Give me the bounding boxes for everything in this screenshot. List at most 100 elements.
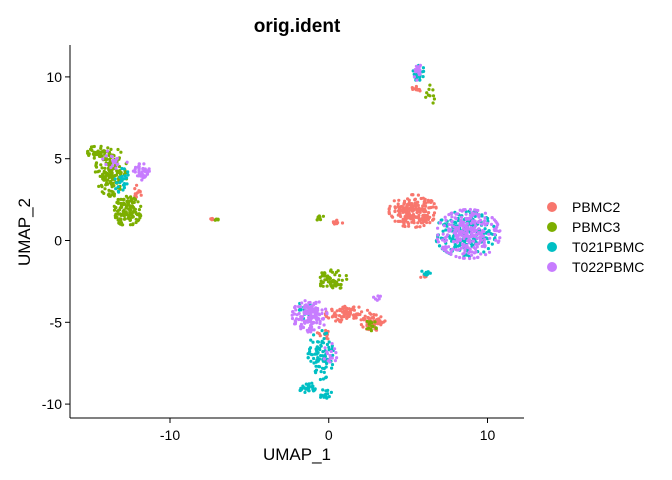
data-point xyxy=(453,243,457,247)
data-point xyxy=(476,255,480,259)
data-point xyxy=(400,205,404,209)
data-point xyxy=(114,173,119,177)
data-point xyxy=(103,187,107,191)
data-point xyxy=(470,211,474,215)
data-point xyxy=(323,332,327,336)
data-point xyxy=(470,253,474,257)
data-point xyxy=(482,242,486,246)
data-point xyxy=(436,240,440,244)
data-point xyxy=(418,68,422,72)
data-point xyxy=(327,345,331,349)
data-point xyxy=(306,306,310,310)
data-point xyxy=(308,349,312,354)
legend-swatch xyxy=(547,202,557,212)
data-point xyxy=(472,256,476,260)
data-point xyxy=(359,318,363,322)
data-point xyxy=(136,219,140,223)
data-point xyxy=(413,68,417,72)
data-point xyxy=(310,353,314,357)
data-point xyxy=(320,354,324,358)
data-point xyxy=(336,283,340,287)
data-point xyxy=(393,206,397,210)
data-point xyxy=(424,217,428,221)
data-point xyxy=(324,365,328,369)
data-point xyxy=(418,78,422,82)
data-point xyxy=(330,307,334,311)
data-point xyxy=(447,222,451,227)
legend-label: PBMC3 xyxy=(572,219,620,235)
data-point xyxy=(459,232,463,236)
data-point xyxy=(128,218,132,222)
data-point xyxy=(383,319,387,323)
data-point xyxy=(325,311,329,315)
data-point xyxy=(428,206,432,210)
data-point xyxy=(314,364,318,368)
data-point xyxy=(333,347,337,351)
data-point xyxy=(116,209,120,213)
data-point xyxy=(117,165,122,169)
data-point xyxy=(477,242,481,246)
data-point xyxy=(412,221,416,225)
data-point xyxy=(473,247,477,251)
data-point xyxy=(444,235,449,239)
data-point xyxy=(308,309,312,313)
data-point xyxy=(298,388,302,392)
data-point xyxy=(454,254,458,259)
x-tick-label: 0 xyxy=(325,427,333,443)
data-point xyxy=(412,215,416,220)
data-point xyxy=(486,216,490,221)
data-point xyxy=(126,173,130,177)
data-point xyxy=(490,242,494,246)
data-point xyxy=(318,377,322,382)
data-point xyxy=(320,308,324,312)
data-point xyxy=(94,165,99,169)
data-point xyxy=(453,220,457,224)
data-point xyxy=(481,234,486,238)
data-point xyxy=(490,216,494,220)
data-point xyxy=(493,228,497,232)
y-tick-label: -5 xyxy=(50,314,63,330)
data-point xyxy=(116,147,120,152)
data-point xyxy=(94,162,98,166)
data-point xyxy=(464,217,469,221)
data-point xyxy=(338,283,343,287)
data-point xyxy=(434,205,438,209)
data-point xyxy=(419,275,423,279)
data-point xyxy=(291,310,295,314)
data-point xyxy=(468,250,472,254)
data-point xyxy=(118,180,122,185)
data-point xyxy=(317,332,321,336)
data-point xyxy=(427,87,431,91)
data-point xyxy=(124,194,128,198)
data-point xyxy=(421,75,425,79)
data-point xyxy=(107,153,111,157)
data-point xyxy=(475,236,479,240)
data-point xyxy=(112,174,116,178)
data-point xyxy=(102,191,106,195)
data-point xyxy=(460,242,465,246)
data-point xyxy=(492,224,496,228)
data-point xyxy=(333,273,337,277)
data-point xyxy=(124,210,128,214)
data-point xyxy=(339,315,343,319)
data-point xyxy=(459,218,463,222)
data-point xyxy=(334,284,338,288)
data-point xyxy=(487,240,491,244)
data-point xyxy=(414,225,418,229)
data-point xyxy=(318,365,322,369)
x-tick-label: 10 xyxy=(480,427,496,443)
data-point xyxy=(107,188,111,192)
data-point xyxy=(428,199,432,203)
data-point xyxy=(113,214,117,218)
data-point xyxy=(475,245,479,249)
data-point xyxy=(127,207,131,211)
data-point xyxy=(293,304,297,309)
data-point xyxy=(128,223,133,227)
data-point xyxy=(354,313,358,317)
data-point xyxy=(444,249,448,253)
data-point xyxy=(483,219,487,223)
data-point xyxy=(369,312,373,316)
data-point xyxy=(443,239,447,244)
data-point xyxy=(414,203,418,207)
data-point xyxy=(317,346,322,351)
